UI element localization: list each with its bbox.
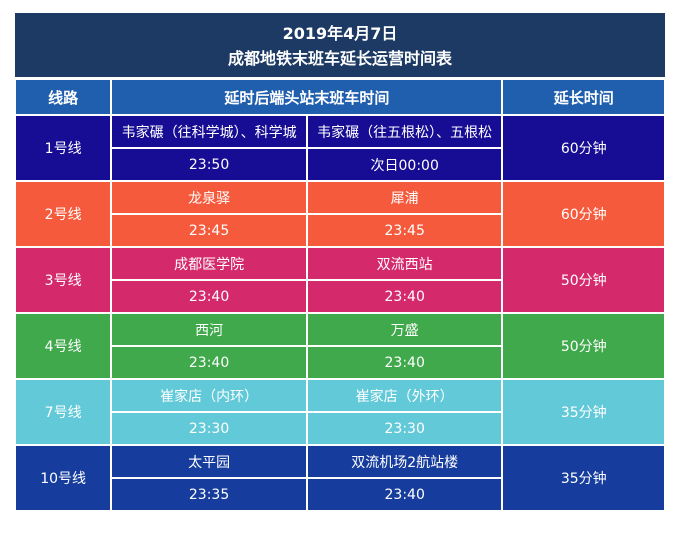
header-row: 线路 延时后端头站末班车时间 延长时间 — [13, 78, 666, 116]
table-row: 10号线 太平园 双流机场2航站楼 35分钟 — [13, 444, 666, 512]
time-a-cell: 23:30 — [110, 411, 308, 446]
time-a-cell: 23:50 — [110, 147, 308, 182]
time-a-cell: 23:45 — [110, 213, 308, 248]
table-row: 1号线 韦家碾（往科学城）、科学城 韦家碾（往五根松）、五根松 60分钟 — [13, 114, 666, 182]
table-row: 23:50 次日00:00 — [15, 147, 665, 182]
time-a-cell: 23:35 — [110, 477, 308, 512]
extend-cell: 50分钟 — [501, 312, 666, 380]
line-cell: 1号线 — [13, 114, 113, 182]
extend-cell: 60分钟 — [501, 180, 666, 248]
table-row: 2号线 龙泉驿 犀浦 60分钟 — [13, 180, 666, 248]
table-title: 2019年4月7日 成都地铁末班车延长运营时间表 — [14, 12, 666, 78]
station-a-cell: 崔家店（内环） — [110, 378, 308, 413]
station-b-cell: 双流西站 — [305, 246, 504, 281]
header-time: 延时后端头站末班车时间 — [110, 78, 504, 116]
station-b-cell: 双流机场2航站楼 — [305, 444, 504, 479]
station-b-cell: 犀浦 — [305, 180, 504, 215]
time-a-cell: 23:40 — [110, 345, 308, 380]
station-a-cell: 成都医学院 — [110, 246, 308, 281]
title-text: 成都地铁末班车延长运营时间表 — [227, 49, 452, 68]
table-row: 7号线 崔家店（内环） 崔家店（外环） 35分钟 — [13, 378, 666, 446]
header-extend: 延长时间 — [501, 78, 666, 116]
schedule-table-container: 2019年4月7日 成都地铁末班车延长运营时间表 线路 延时后端头站末班车时间 … — [13, 12, 666, 512]
time-b-cell: 23:40 — [305, 279, 504, 314]
station-b-cell: 崔家店（外环） — [305, 378, 504, 413]
extend-cell: 35分钟 — [501, 444, 666, 512]
time-b-cell: 23:40 — [305, 477, 504, 512]
table-row: 23:40 23:40 — [15, 279, 665, 314]
table-body: 1号线 韦家碾（往科学城）、科学城 韦家碾（往五根松）、五根松 60分钟 23:… — [13, 114, 666, 512]
station-a-cell: 韦家碾（往科学城）、科学城 — [110, 114, 308, 149]
extend-cell: 35分钟 — [501, 378, 666, 446]
time-a-cell: 23:40 — [110, 279, 308, 314]
title-date: 2019年4月7日 — [282, 24, 398, 43]
table-row: 3号线 成都医学院 双流西站 50分钟 — [13, 246, 666, 314]
line-cell: 3号线 — [13, 246, 113, 314]
time-b-cell: 次日00:00 — [305, 147, 504, 182]
table-row: 23:45 23:45 — [15, 213, 665, 248]
header-line: 线路 — [13, 78, 113, 116]
time-b-cell: 23:45 — [305, 213, 504, 248]
table-row: 23:40 23:40 — [15, 345, 665, 380]
table-row: 23:35 23:40 — [15, 477, 665, 512]
station-a-cell: 太平园 — [110, 444, 308, 479]
line-cell: 7号线 — [13, 378, 113, 446]
schedule-table: 线路 延时后端头站末班车时间 延长时间 1号线 韦家碾（往科学城）、科学城 韦家… — [13, 78, 666, 512]
line-cell: 10号线 — [13, 444, 113, 512]
table-row: 23:30 23:30 — [15, 411, 665, 446]
line-cell: 2号线 — [13, 180, 113, 248]
station-b-cell: 韦家碾（往五根松）、五根松 — [305, 114, 504, 149]
station-b-cell: 万盛 — [305, 312, 504, 347]
extend-cell: 60分钟 — [501, 114, 666, 182]
line-cell: 4号线 — [13, 312, 113, 380]
station-a-cell: 西河 — [110, 312, 308, 347]
extend-cell: 50分钟 — [501, 246, 666, 314]
time-b-cell: 23:30 — [305, 411, 504, 446]
table-row: 4号线 西河 万盛 50分钟 — [13, 312, 666, 380]
time-b-cell: 23:40 — [305, 345, 504, 380]
station-a-cell: 龙泉驿 — [110, 180, 308, 215]
